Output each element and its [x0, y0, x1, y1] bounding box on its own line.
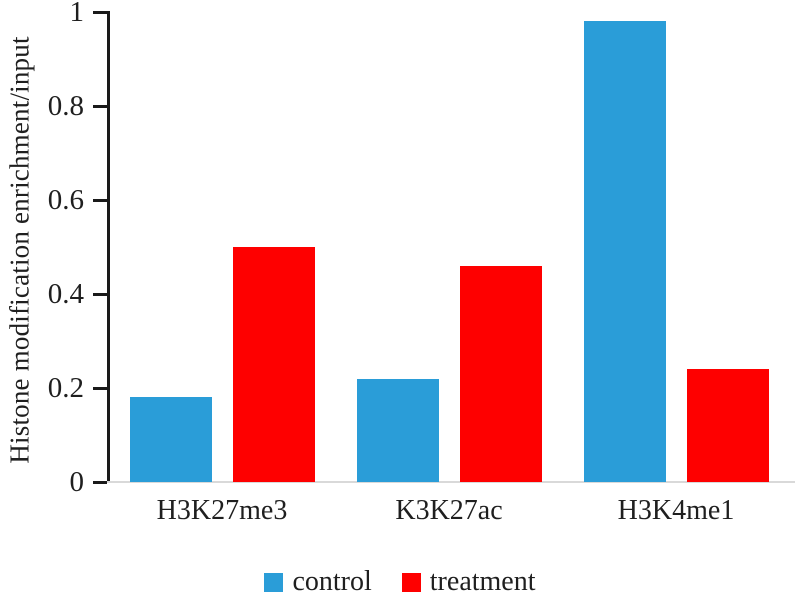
bar-control-H3K4me1 [584, 21, 666, 482]
x-axis-baseline [107, 481, 795, 483]
legend-label-control: control [292, 566, 372, 597]
y-tick-label: 0.8 [47, 90, 84, 122]
legend-item-treatment: treatment [401, 566, 536, 597]
y-tick-label: 0 [69, 466, 85, 498]
y-tick-label: 0.2 [47, 372, 84, 404]
y-tick [93, 481, 107, 484]
y-tick [93, 387, 107, 390]
y-axis-line [107, 11, 110, 483]
legend-label-treatment: treatment [429, 566, 536, 597]
legend: control treatment [0, 568, 800, 596]
y-tick-label: 1 [69, 0, 85, 28]
bar-treatment-H3K27me3 [233, 247, 315, 482]
bar-treatment-H3K4me1 [687, 369, 769, 482]
y-tick [93, 11, 107, 14]
y-tick-label: 0.4 [47, 278, 84, 310]
bar-control-K3K27ac [357, 379, 439, 482]
bar-control-H3K27me3 [130, 397, 212, 482]
x-axis-label-H3K27me3: H3K27me3 [156, 495, 288, 526]
y-tick [93, 105, 107, 108]
control-swatch-icon [264, 572, 284, 592]
legend-item-control: control [264, 566, 372, 597]
y-tick-label: 0.6 [47, 184, 84, 216]
x-axis-label-K3K27ac: K3K27ac [395, 495, 503, 526]
treatment-swatch-icon [401, 572, 421, 592]
bar-treatment-K3K27ac [460, 266, 542, 482]
x-axis-label-H3K4me1: H3K4me1 [617, 495, 735, 526]
y-tick [93, 293, 107, 296]
y-tick [93, 199, 107, 202]
